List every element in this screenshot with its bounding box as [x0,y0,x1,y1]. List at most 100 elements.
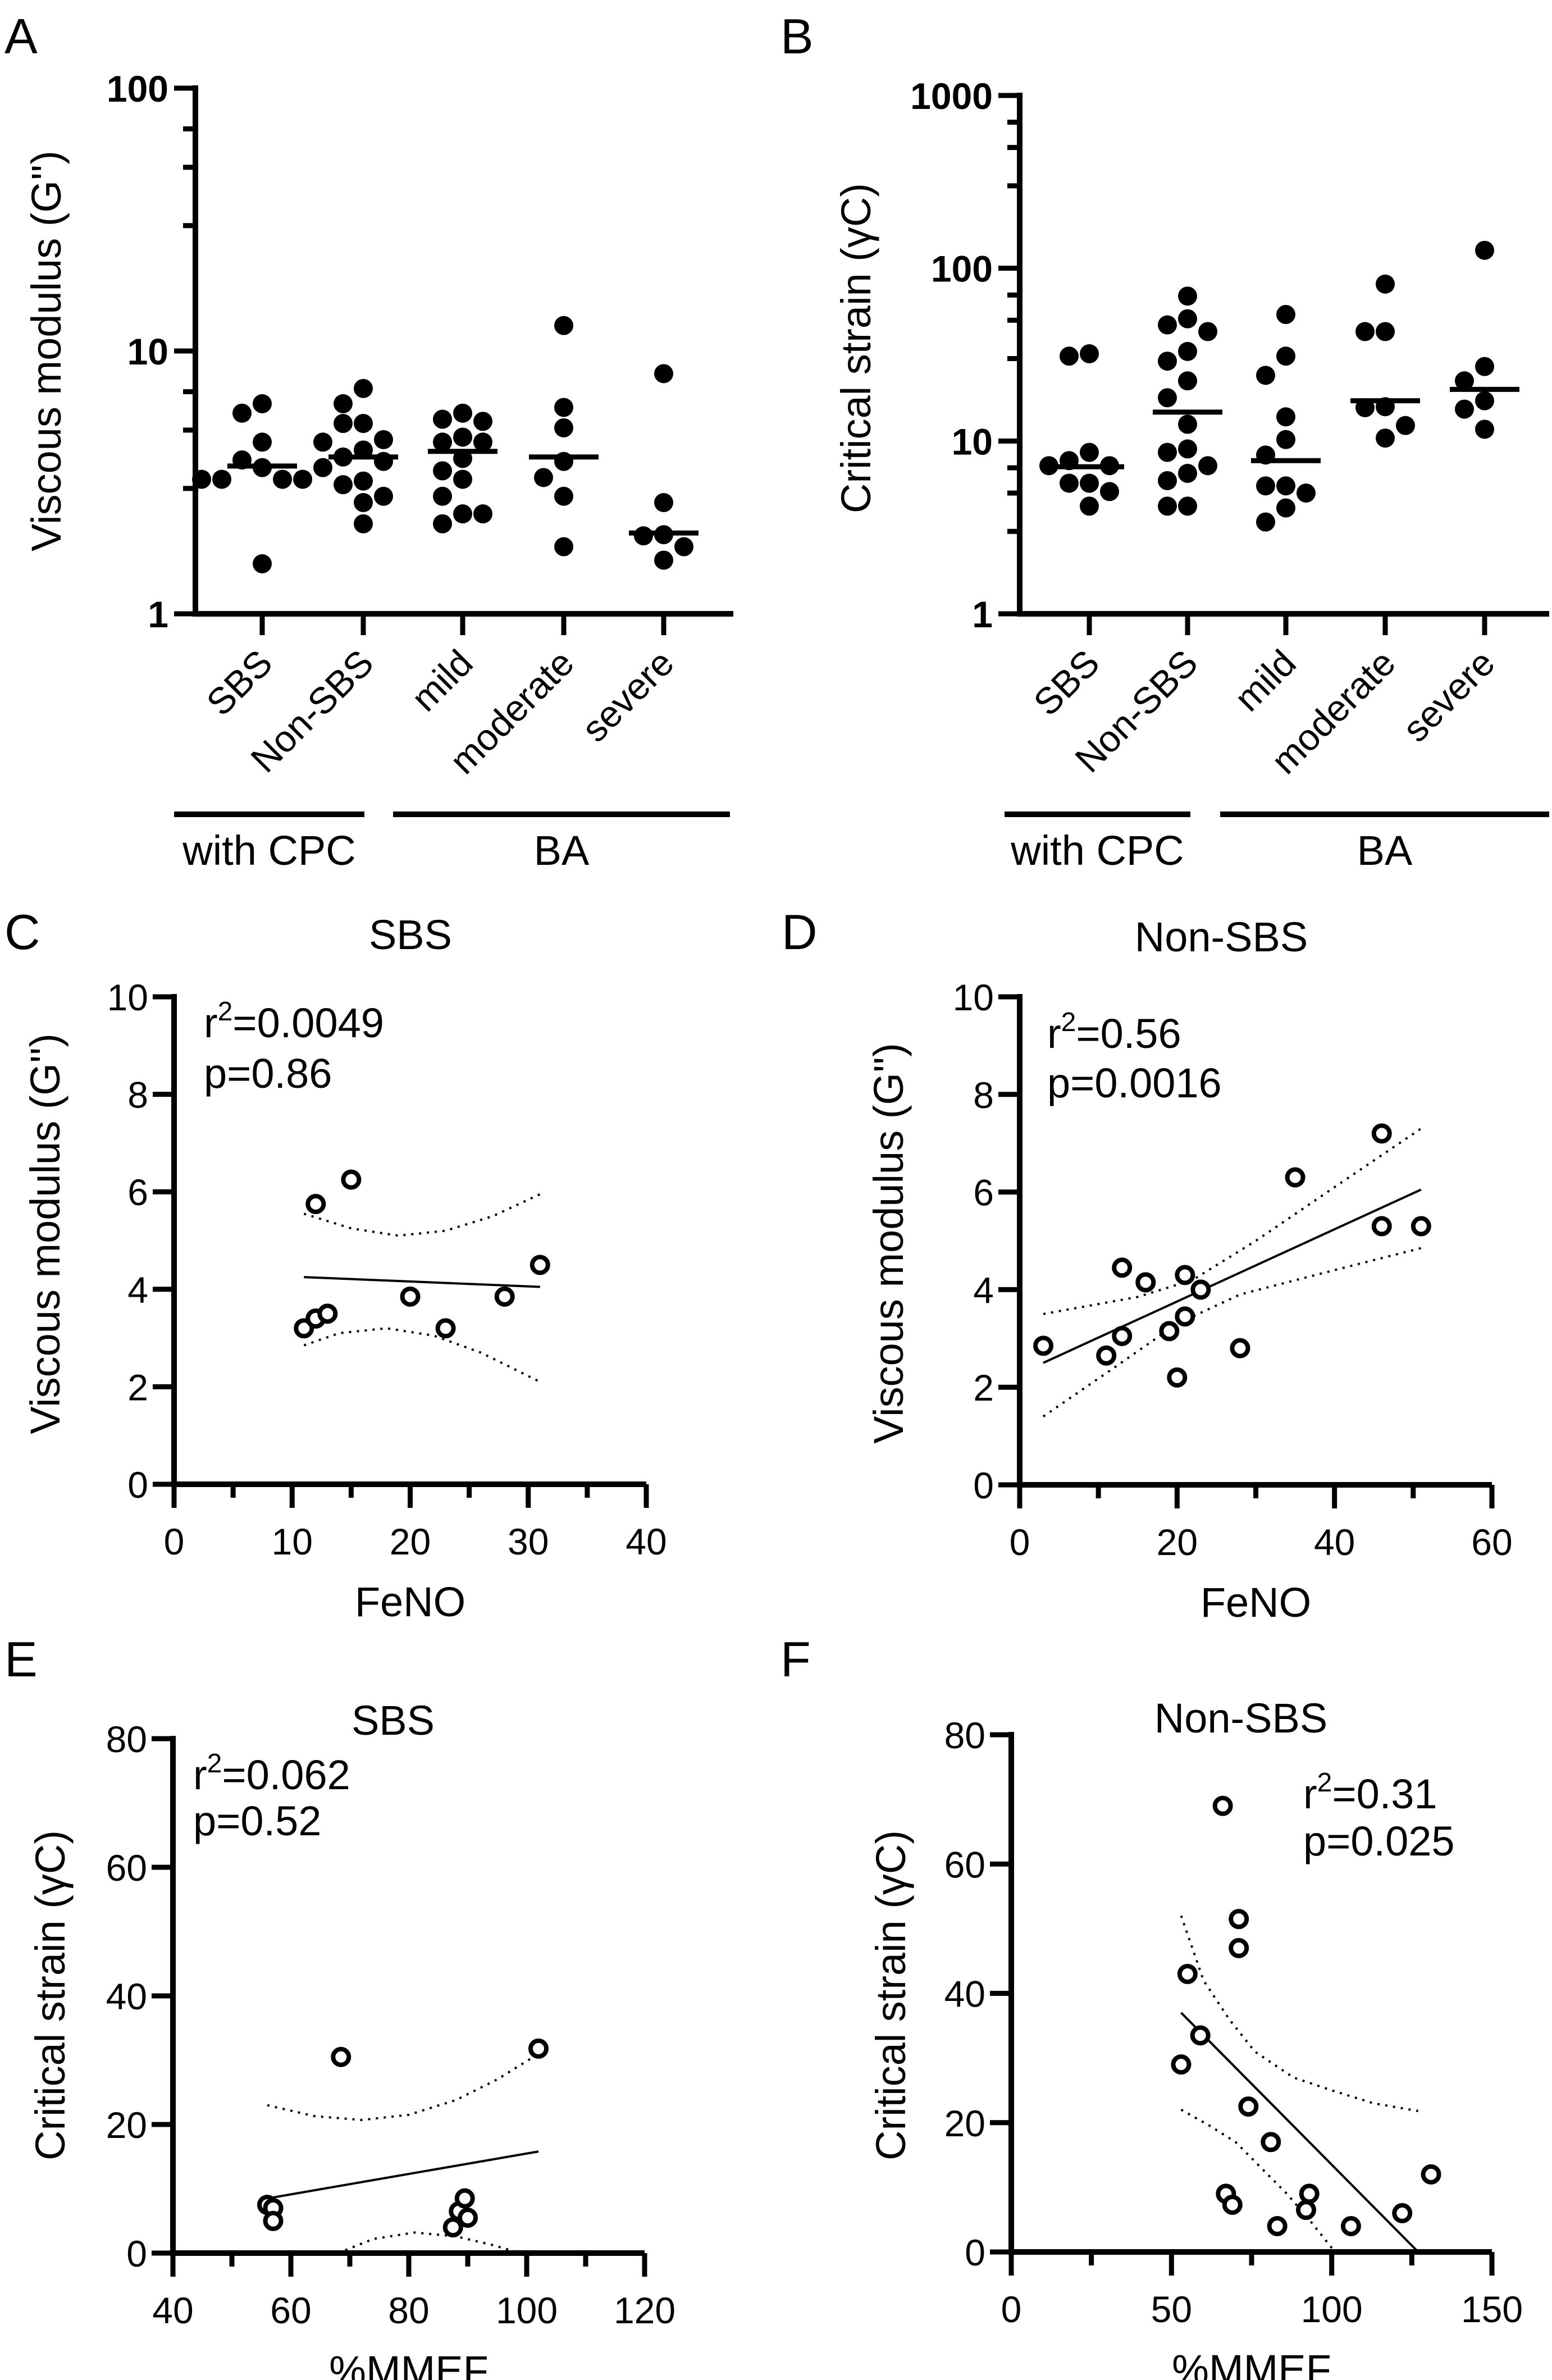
data-point [534,468,553,487]
y-tick-label: 20 [106,2104,147,2146]
data-point [654,550,673,570]
data-point [293,469,312,489]
data-point [554,418,573,437]
x-tick-label: 0 [1010,1521,1030,1563]
data-point [1475,420,1494,439]
data-point [554,398,573,417]
data-point [192,469,211,489]
x-tick-label: 0 [164,1521,185,1562]
x-tick-label: 100 [1301,2288,1363,2330]
y-tick-label: 80 [106,1718,147,1760]
y-tick-label: 10 [127,331,168,372]
regression-line [304,1276,540,1288]
category-label: SBS [198,642,280,724]
data-point [1276,407,1295,427]
r-squared-label: r2=0.31 [1303,1768,1437,1817]
y-axis-title: Critical strain (γC) [868,1830,914,2160]
group-label: BA [1357,827,1413,874]
data-point [1178,309,1197,329]
confidence-band-upper [303,1193,541,1237]
data-point [1178,414,1197,434]
chart-title: SBS [352,1697,435,1744]
r-symbol: r [204,1000,218,1046]
data-point [1256,512,1275,532]
data-point [1175,1306,1195,1327]
data-point [374,430,393,449]
group-label: with CPC [1010,827,1184,874]
superscript-2: 2 [207,1749,222,1779]
data-point [1177,1963,1198,1984]
data-point [1371,1216,1392,1237]
r-squared-value: =0.56 [1076,1010,1181,1057]
panel-letter: C [4,904,40,960]
data-point [494,1286,515,1307]
data-point [253,394,272,413]
data-point [433,514,452,534]
data-point [1158,443,1177,462]
data-point [1158,388,1177,408]
data-point [453,469,472,489]
data-point [1371,1123,1392,1144]
regression-line [267,2150,539,2200]
y-tick-label: 1000 [910,75,993,117]
data-point [305,1193,326,1214]
data-point [313,432,332,452]
r-symbol: r [1303,1771,1317,1817]
y-tick-label: 0 [126,2233,147,2274]
data-point [634,526,653,546]
data-point [1178,496,1197,516]
y-tick-label: 0 [127,1464,148,1506]
r-symbol: r [193,1752,207,1798]
data-point [1178,463,1197,483]
y-tick-label: 40 [106,1976,147,2017]
y-tick-label: 80 [944,1715,985,1756]
data-point [1455,399,1474,419]
data-point [331,2046,352,2067]
data-point [253,432,272,452]
p-value-label: p=0.025 [1303,1818,1455,1864]
y-tick-label: 100 [107,68,168,110]
confidence-band-upper [1043,1127,1422,1315]
data-point [458,2208,478,2228]
data-point [1039,456,1058,476]
r-symbol: r [1047,1010,1061,1057]
y-tick-label: 6 [127,1171,148,1213]
data-point [1276,476,1295,496]
x-tick-label: 0 [1001,2288,1022,2330]
y-tick-label: 0 [973,1465,994,1506]
data-point [1285,1167,1305,1188]
data-point [1475,391,1494,411]
category-label: severe [573,642,681,750]
data-point [1060,473,1079,493]
data-point [1229,1937,1249,1958]
data-point [273,469,292,489]
data-point [334,475,353,495]
y-tick-label: 6 [973,1172,994,1214]
confidence-band-lower [1042,1247,1422,1417]
data-point [442,2217,463,2238]
data-point [317,1303,338,1324]
group-label: with CPC [182,827,355,874]
y-axis-title: Viscous modulus (G'') [865,1043,912,1444]
y-axis-title: Viscous modulus (G'') [22,1033,69,1434]
data-point [212,469,231,489]
data-point [400,1286,421,1307]
regression-line [1043,1188,1422,1364]
data-point [1190,1279,1211,1300]
data-point [1392,2203,1413,2223]
data-point [674,537,693,557]
p-value-label: p=0.0016 [1047,1060,1222,1106]
data-point [433,486,452,506]
data-point [1060,346,1079,366]
category-label: SBS [1025,642,1107,724]
data-point [1158,315,1177,335]
confidence-band-upper [267,2053,540,2122]
y-tick-label: 10 [952,421,993,462]
data-point [1475,357,1494,376]
data-point [354,379,373,398]
x-tick-label: 10 [272,1521,313,1562]
x-tick-label: 80 [388,2290,429,2331]
data-point [263,2210,284,2231]
